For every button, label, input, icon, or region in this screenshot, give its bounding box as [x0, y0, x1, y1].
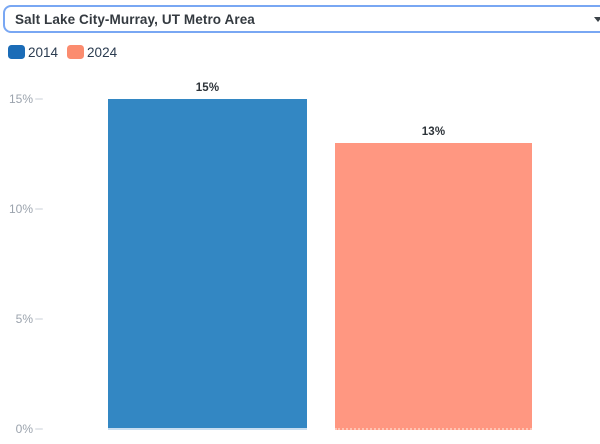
- bar-value-label-2024: 13%: [421, 126, 446, 138]
- legend: 2014 2024: [8, 44, 117, 60]
- legend-item-2024[interactable]: 2024: [67, 45, 117, 60]
- y-axis-tick-mark: [35, 208, 43, 210]
- y-axis-tick-mark: [35, 318, 43, 320]
- y-axis-tick-label: 5%: [15, 312, 33, 326]
- legend-label-2014: 2014: [28, 44, 59, 60]
- legend-swatch-2014: [8, 45, 25, 59]
- legend-label-2024: 2024: [87, 44, 118, 60]
- legend-swatch-2024: [67, 45, 85, 59]
- y-axis-tick-label: 0%: [15, 422, 33, 436]
- chevron-down-icon: [594, 17, 600, 22]
- bar-2014[interactable]: [108, 99, 307, 430]
- y-axis-tick-label: 15%: [8, 92, 33, 106]
- bar-value-label-2014: 15%: [195, 82, 220, 94]
- metro-area-select[interactable]: Salt Lake City-Murray, UT Metro Area: [3, 5, 600, 33]
- bar-2024[interactable]: [335, 143, 532, 430]
- legend-item-2014[interactable]: 2014: [8, 45, 58, 60]
- y-axis-tick-mark: [35, 98, 43, 100]
- y-axis-tick-label: 10%: [8, 202, 33, 216]
- y-axis-tick-mark: [35, 428, 43, 430]
- metro-area-selected-value: Salt Lake City-Murray, UT Metro Area: [15, 11, 255, 27]
